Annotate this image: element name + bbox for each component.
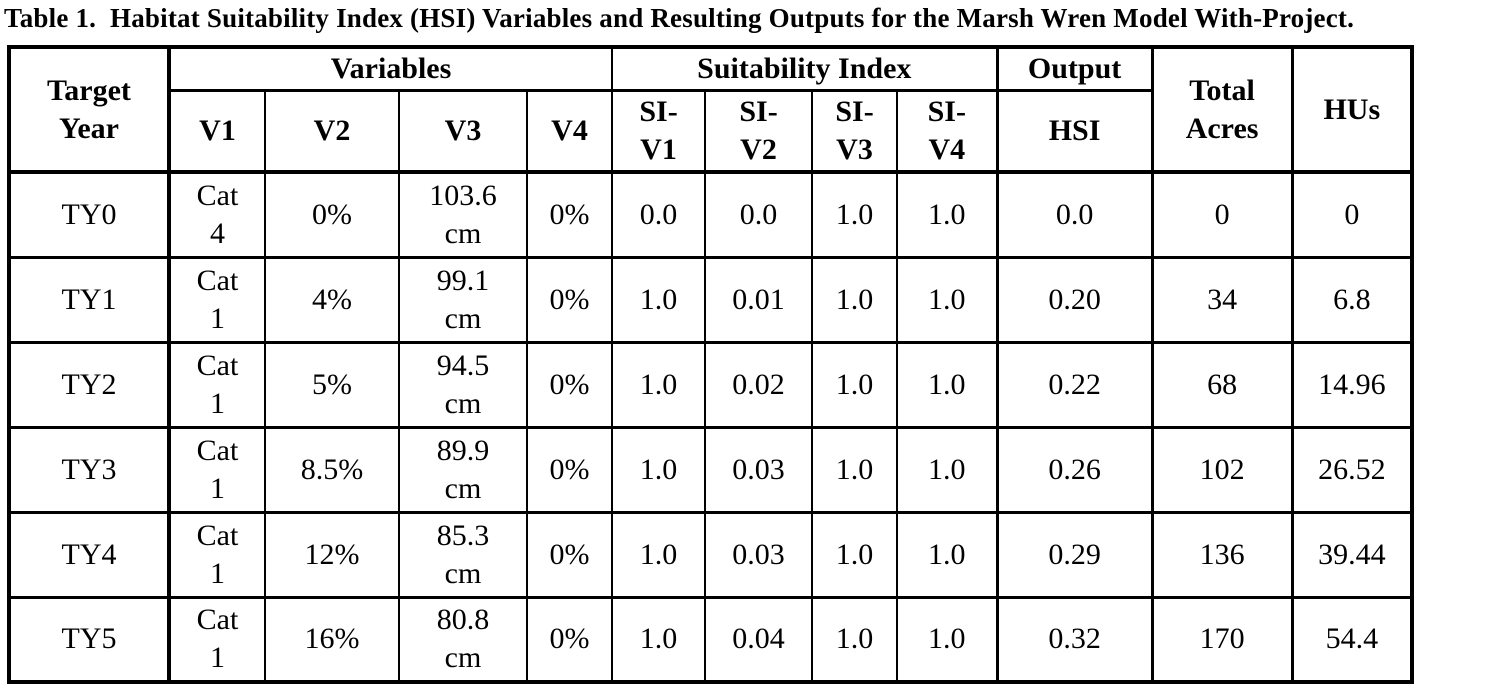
cell-hus: 54.4 [1290,595,1414,684]
cell-hus: 0 [1290,170,1414,259]
cell-si-v1: 1.0 [611,255,707,344]
cell-hsi: 0.29 [995,510,1154,599]
table-row-ty4: TY4 Cat 1 12% 85.3 cm 0% 1.0 0.03 1.0 1.… [8,510,1414,599]
cell-si-v1: 1.0 [611,340,707,429]
cell-v3: 103.6 cm [398,170,528,259]
cell-si-v2: 0.03 [704,510,814,599]
cell-v1: Cat 1 [168,255,266,344]
cell-v1: Cat 1 [168,340,266,429]
table-row-ty0: TY0 Cat 4 0% 103.6 cm 0% 0.0 0.0 1.0 1.0… [8,170,1414,259]
cell-hsi: 0.26 [995,425,1154,514]
cell-v4: 0% [525,255,614,344]
cell-target-year: TY4 [8,510,171,599]
cell-v2: 16% [264,595,400,684]
cell-hsi: 0.0 [995,170,1154,259]
cell-si-v2: 0.03 [704,425,814,514]
header-v1: V1 [168,88,266,174]
cell-si-v4: 1.0 [896,255,999,344]
cell-target-year: TY3 [8,425,171,514]
table-row-ty1: TY1 Cat 1 4% 99.1 cm 0% 1.0 0.01 1.0 1.0… [8,255,1414,344]
table-row-ty3: TY3 Cat 1 8.5% 89.9 cm 0% 1.0 0.03 1.0 1… [8,425,1414,514]
cell-target-year: TY1 [8,255,171,344]
table-row-ty5: TY5 Cat 1 16% 80.8 cm 0% 1.0 0.04 1.0 1.… [8,595,1414,684]
table-title: Table 1. Habitat Suitability Index (HSI)… [4,3,1355,33]
cell-si-v2: 0.02 [704,340,814,429]
cell-v1: Cat 1 [168,425,266,514]
cell-si-v2: 0.01 [704,255,814,344]
cell-si-v1: 1.0 [611,510,707,599]
cell-v4: 0% [525,425,614,514]
cell-hus: 6.8 [1290,255,1414,344]
cell-si-v4: 1.0 [896,510,999,599]
table-row-ty2: TY2 Cat 1 5% 94.5 cm 0% 1.0 0.02 1.0 1.0… [8,340,1414,429]
cell-si-v3: 1.0 [811,510,899,599]
cell-si-v1: 1.0 [611,425,707,514]
cell-hus: 39.44 [1290,510,1414,599]
cell-si-v2: 0.0 [704,170,814,259]
cell-v1: Cat 1 [168,510,266,599]
cell-v3: 94.5 cm [398,340,528,429]
cell-hsi: 0.32 [995,595,1154,684]
cell-target-year: TY0 [8,170,171,259]
cell-v4: 0% [525,170,614,259]
cell-v3: 85.3 cm [398,510,528,599]
cell-total-acres: 102 [1150,425,1294,514]
cell-total-acres: 0 [1150,170,1294,259]
header-row-subcolumns: V1 V2 V3 V4 SI- V1 SI- V2 SI- V3 SI- V4 … [9,88,1412,174]
cell-v4: 0% [525,595,614,684]
cell-si-v3: 1.0 [811,255,899,344]
cell-v2: 12% [264,510,400,599]
header-si-v4: SI- V4 [896,88,999,174]
cell-hsi: 0.20 [995,255,1154,344]
header-total-acres: Total Acres [1150,45,1294,174]
cell-v3: 80.8 cm [398,595,528,684]
cell-v4: 0% [525,340,614,429]
cell-v2: 4% [264,255,400,344]
cell-target-year: TY5 [8,595,171,684]
header-target-year: Target Year [8,45,171,174]
header-row-groups: Target Year Variables Suitability Index … [8,45,1414,174]
header-hsi: HSI [995,88,1154,174]
cell-si-v3: 1.0 [811,170,899,259]
cell-hus: 26.52 [1290,425,1414,514]
header-variables-group: Variables [167,45,614,91]
cell-v4: 0% [525,510,614,599]
header-si-v1: SI- V1 [611,88,707,174]
header-suitability-index-group: Suitability Index [611,45,999,91]
cell-v2: 8.5% [264,425,400,514]
hsi-table: Target Year Variables Suitability Index … [7,45,1415,684]
header-hus: HUs [1290,45,1414,174]
cell-si-v4: 1.0 [896,425,999,514]
cell-total-acres: 136 [1150,510,1294,599]
cell-si-v4: 1.0 [896,170,999,259]
header-v2: V2 [264,88,400,174]
cell-hus: 14.96 [1290,340,1414,429]
cell-si-v1: 1.0 [611,595,707,684]
cell-v3: 89.9 cm [398,425,528,514]
header-v3: V3 [398,88,528,174]
cell-v1: Cat 4 [168,170,266,259]
cell-v3: 99.1 cm [398,255,528,344]
cell-si-v4: 1.0 [896,340,999,429]
cell-si-v4: 1.0 [896,595,999,684]
cell-si-v3: 1.0 [811,595,899,684]
header-output-group: Output [995,45,1154,91]
cell-total-acres: 68 [1150,340,1294,429]
cell-hsi: 0.22 [995,340,1154,429]
cell-v2: 0% [264,170,400,259]
header-si-v3: SI- V3 [811,88,899,174]
cell-si-v3: 1.0 [811,340,899,429]
header-v4: V4 [525,88,614,174]
cell-target-year: TY2 [8,340,171,429]
cell-total-acres: 34 [1150,255,1294,344]
cell-v2: 5% [264,340,400,429]
cell-si-v1: 0.0 [611,170,707,259]
cell-v1: Cat 1 [168,595,266,684]
header-si-v2: SI- V2 [704,88,814,174]
cell-si-v2: 0.04 [704,595,814,684]
cell-total-acres: 170 [1150,595,1294,684]
cell-si-v3: 1.0 [811,425,899,514]
